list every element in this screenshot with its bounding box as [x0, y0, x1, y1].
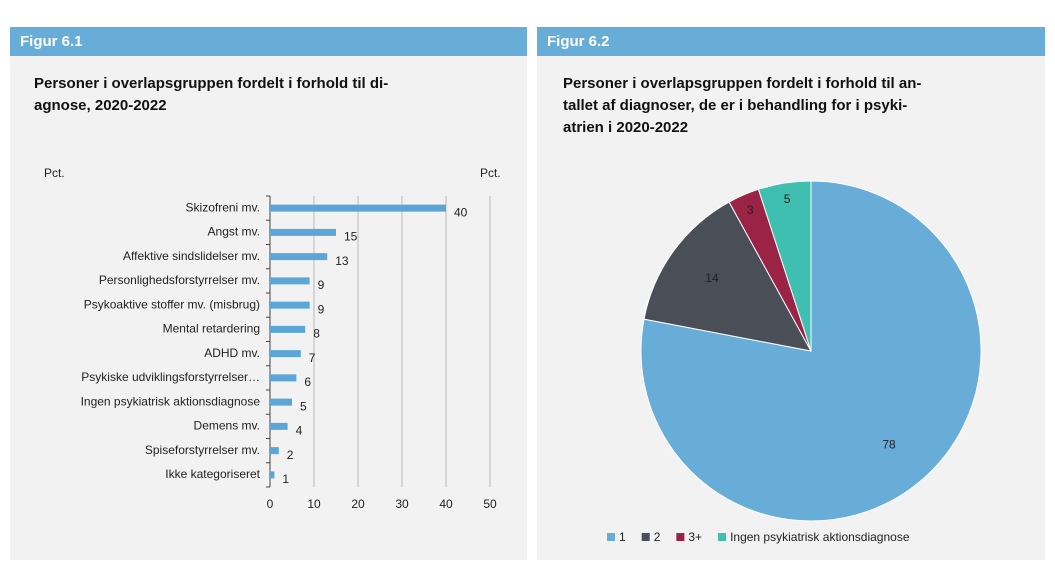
x-tick-label: 0	[267, 497, 274, 511]
pie-slice	[643, 201, 812, 352]
legend-label: 1	[619, 530, 626, 544]
value-label: 9	[318, 302, 325, 316]
bar	[270, 350, 301, 358]
y-tick-label: Demens mv.	[194, 419, 260, 433]
bar	[270, 325, 306, 333]
value-label: 1	[282, 472, 289, 486]
value-label: 5	[784, 192, 791, 206]
value-label: 14	[705, 271, 719, 285]
pie-slice	[640, 180, 982, 522]
value-label: 6	[304, 375, 311, 389]
bar	[270, 398, 292, 406]
y-tick-label: Skizofreni mv.	[186, 200, 260, 214]
figure-label: Figur 6.2	[547, 33, 610, 50]
x-tick-label: 40	[439, 497, 453, 511]
legend-swatch	[607, 533, 615, 541]
y-tick-label: Ikke kategoriseret	[165, 467, 260, 481]
y-tick-label: ADHD mv.	[204, 346, 260, 360]
value-label: 15	[344, 230, 358, 244]
y-tick-label: Mental retardering	[163, 322, 260, 336]
chart-title: Personer i overlapsgruppen fordelt i for…	[34, 75, 388, 92]
value-label: 8	[313, 327, 320, 341]
y-tick-label: Affektive sindslidelser mv.	[123, 249, 260, 263]
value-label: 78	[882, 437, 896, 451]
chart-title: tallet af diagnoser, de er i behandling …	[563, 97, 907, 114]
value-label: 4	[296, 424, 303, 438]
axis-label: Pct.	[44, 166, 65, 180]
value-label: 9	[318, 278, 325, 292]
x-tick-label: 20	[351, 497, 365, 511]
bar	[270, 204, 446, 212]
chart-title: agnose, 2020-2022	[34, 97, 167, 114]
value-label: 3	[747, 203, 754, 217]
x-tick-label: 10	[307, 497, 321, 511]
y-tick-label: Personlighedsforstyrrelser mv.	[99, 273, 260, 287]
pie-slice	[757, 180, 812, 352]
y-tick-label: Angst mv.	[208, 225, 260, 239]
legend-label: 2	[654, 530, 661, 544]
value-label: 7	[309, 351, 316, 365]
x-tick-label: 30	[395, 497, 409, 511]
y-tick-label: Psykiske udviklingsforstyrrelser…	[81, 370, 260, 384]
y-tick-label: Spiseforstyrrelser mv.	[145, 443, 260, 457]
x-tick-label: 50	[483, 497, 497, 511]
bar	[270, 422, 288, 430]
legend-label: Ingen psykiatrisk aktionsdiagnose	[730, 530, 910, 544]
chart-title: Personer i overlapsgruppen fordelt i for…	[563, 75, 921, 92]
panel-header	[10, 27, 527, 56]
bar	[270, 253, 328, 261]
bar	[270, 228, 336, 236]
y-tick-label: Ingen psykiatrisk aktionsdiagnose	[81, 394, 261, 408]
legend-swatch	[676, 533, 685, 541]
y-tick-label: Psykoaktive stoffer mv. (misbrug)	[84, 297, 260, 311]
legend-swatch	[641, 533, 650, 541]
legend-swatch	[718, 533, 727, 541]
bar	[270, 471, 275, 479]
bar	[270, 277, 310, 285]
value-label: 5	[300, 399, 307, 413]
figure-label: Figur 6.1	[20, 33, 83, 50]
bar	[270, 447, 279, 455]
legend-label: 3+	[688, 530, 702, 544]
chart-title: atrien i 2020-2022	[563, 119, 688, 136]
bar	[270, 374, 297, 382]
value-label: 40	[454, 205, 468, 219]
panel-header	[537, 27, 1045, 56]
bar	[270, 301, 310, 309]
value-label: 2	[287, 448, 294, 462]
axis-label: Pct.	[480, 166, 501, 180]
value-label: 13	[335, 254, 349, 268]
